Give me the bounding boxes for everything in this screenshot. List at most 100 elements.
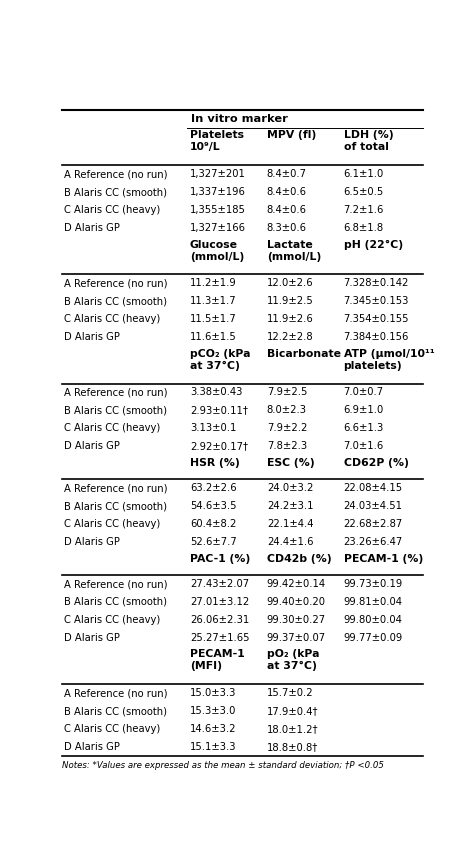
Text: 1,327±201: 1,327±201 <box>190 169 246 179</box>
Text: 7.345±0.153: 7.345±0.153 <box>344 296 409 306</box>
Text: 7.8±2.3: 7.8±2.3 <box>267 441 307 451</box>
Text: 7.9±2.5: 7.9±2.5 <box>267 387 307 398</box>
Text: D Alaris GP: D Alaris GP <box>64 633 119 642</box>
Text: 7.2±1.6: 7.2±1.6 <box>344 205 384 215</box>
Text: 11.9±2.5: 11.9±2.5 <box>267 296 313 306</box>
Text: 8.4±0.6: 8.4±0.6 <box>267 205 307 215</box>
Text: 24.4±1.6: 24.4±1.6 <box>267 537 313 547</box>
Text: B Alaris CC (smooth): B Alaris CC (smooth) <box>64 296 167 306</box>
Text: pO₂ (kPa
at 37°C): pO₂ (kPa at 37°C) <box>267 649 319 672</box>
Text: 11.3±1.7: 11.3±1.7 <box>190 296 236 306</box>
Text: D Alaris GP: D Alaris GP <box>64 223 119 233</box>
Text: 7.384±0.156: 7.384±0.156 <box>344 332 409 342</box>
Text: 8.4±0.6: 8.4±0.6 <box>267 187 307 197</box>
Text: ATP (μmol/10¹¹
platelets): ATP (μmol/10¹¹ platelets) <box>344 349 434 371</box>
Text: C Alaris CC (heavy): C Alaris CC (heavy) <box>64 519 160 529</box>
Text: C Alaris CC (heavy): C Alaris CC (heavy) <box>64 424 160 433</box>
Text: B Alaris CC (smooth): B Alaris CC (smooth) <box>64 501 167 511</box>
Text: 15.7±0.2: 15.7±0.2 <box>267 688 313 698</box>
Text: Glucose
(mmol/L): Glucose (mmol/L) <box>190 240 244 261</box>
Text: ESC (%): ESC (%) <box>267 457 314 468</box>
Text: B Alaris CC (smooth): B Alaris CC (smooth) <box>64 597 167 607</box>
Text: 11.9±2.6: 11.9±2.6 <box>267 314 313 324</box>
Text: 6.5±0.5: 6.5±0.5 <box>344 187 384 197</box>
Text: 18.0±1.2†: 18.0±1.2† <box>267 724 319 734</box>
Text: 6.8±1.8: 6.8±1.8 <box>344 223 384 233</box>
Text: Platelets
10⁹/L: Platelets 10⁹/L <box>190 130 244 153</box>
Text: 15.0±3.3: 15.0±3.3 <box>190 688 236 698</box>
Text: 15.1±3.3: 15.1±3.3 <box>190 742 236 752</box>
Text: 27.43±2.07: 27.43±2.07 <box>190 579 249 589</box>
Text: 22.1±4.4: 22.1±4.4 <box>267 519 313 529</box>
Text: 99.80±0.04: 99.80±0.04 <box>344 615 403 625</box>
Text: Notes: *Values are expressed as the mean ± standard deviation; †P <0.05: Notes: *Values are expressed as the mean… <box>62 761 384 770</box>
Text: 12.0±2.6: 12.0±2.6 <box>267 279 313 288</box>
Text: 11.6±1.5: 11.6±1.5 <box>190 332 236 342</box>
Text: 99.73±0.19: 99.73±0.19 <box>344 579 403 589</box>
Text: 12.2±2.8: 12.2±2.8 <box>267 332 313 342</box>
Text: 23.26±6.47: 23.26±6.47 <box>344 537 403 547</box>
Text: 7.0±1.6: 7.0±1.6 <box>344 441 384 451</box>
Text: 99.77±0.09: 99.77±0.09 <box>344 633 403 642</box>
Text: 11.2±1.9: 11.2±1.9 <box>190 279 236 288</box>
Text: B Alaris CC (smooth): B Alaris CC (smooth) <box>64 405 167 416</box>
Text: 54.6±3.5: 54.6±3.5 <box>190 501 236 511</box>
Text: Bicarbonate: Bicarbonate <box>267 349 341 358</box>
Text: 24.03±4.51: 24.03±4.51 <box>344 501 403 511</box>
Text: 15.3±3.0: 15.3±3.0 <box>190 706 236 716</box>
Text: 17.9±0.4†: 17.9±0.4† <box>267 706 319 716</box>
Text: 18.8±0.8†: 18.8±0.8† <box>267 742 318 752</box>
Text: 1,355±185: 1,355±185 <box>190 205 246 215</box>
Text: C Alaris CC (heavy): C Alaris CC (heavy) <box>64 615 160 625</box>
Text: D Alaris GP: D Alaris GP <box>64 441 119 451</box>
Text: 6.1±1.0: 6.1±1.0 <box>344 169 384 179</box>
Text: D Alaris GP: D Alaris GP <box>64 742 119 752</box>
Text: pH (22°C): pH (22°C) <box>344 240 403 250</box>
Text: 25.27±1.65: 25.27±1.65 <box>190 633 250 642</box>
Text: 99.42±0.14: 99.42±0.14 <box>267 579 326 589</box>
Text: 6.6±1.3: 6.6±1.3 <box>344 424 384 433</box>
Text: 8.4±0.7: 8.4±0.7 <box>267 169 307 179</box>
Text: A Reference (no run): A Reference (no run) <box>64 483 167 493</box>
Text: HSR (%): HSR (%) <box>190 457 240 468</box>
Text: 99.40±0.20: 99.40±0.20 <box>267 597 326 607</box>
Text: B Alaris CC (smooth): B Alaris CC (smooth) <box>64 187 167 197</box>
Text: pCO₂ (kPa
at 37°C): pCO₂ (kPa at 37°C) <box>190 349 251 371</box>
Text: 7.354±0.155: 7.354±0.155 <box>344 314 409 324</box>
Text: 7.9±2.2: 7.9±2.2 <box>267 424 307 433</box>
Text: PAC-1 (%): PAC-1 (%) <box>190 554 250 563</box>
Text: In vitro marker: In vitro marker <box>191 114 287 123</box>
Text: A Reference (no run): A Reference (no run) <box>64 169 167 179</box>
Text: 22.08±4.15: 22.08±4.15 <box>344 483 403 493</box>
Text: LDH (%)
of total: LDH (%) of total <box>344 130 393 153</box>
Text: 11.5±1.7: 11.5±1.7 <box>190 314 236 324</box>
Text: 3.38±0.43: 3.38±0.43 <box>190 387 242 398</box>
Text: 52.6±7.7: 52.6±7.7 <box>190 537 236 547</box>
Text: PECAM-1
(MFI): PECAM-1 (MFI) <box>190 649 244 671</box>
Text: 22.68±2.87: 22.68±2.87 <box>344 519 403 529</box>
Text: 6.9±1.0: 6.9±1.0 <box>344 405 384 416</box>
Text: 7.328±0.142: 7.328±0.142 <box>344 279 409 288</box>
Text: 2.93±0.11†: 2.93±0.11† <box>190 405 248 416</box>
Text: A Reference (no run): A Reference (no run) <box>64 688 167 698</box>
Text: D Alaris GP: D Alaris GP <box>64 332 119 342</box>
Text: 24.0±3.2: 24.0±3.2 <box>267 483 313 493</box>
Text: 14.6±3.2: 14.6±3.2 <box>190 724 236 734</box>
Text: A Reference (no run): A Reference (no run) <box>64 387 167 398</box>
Text: CD42b (%): CD42b (%) <box>267 554 331 563</box>
Text: PECAM-1 (%): PECAM-1 (%) <box>344 554 423 563</box>
Text: 8.3±0.6: 8.3±0.6 <box>267 223 307 233</box>
Text: 27.01±3.12: 27.01±3.12 <box>190 597 249 607</box>
Text: D Alaris GP: D Alaris GP <box>64 537 119 547</box>
Text: CD62P (%): CD62P (%) <box>344 457 408 468</box>
Text: 1,337±196: 1,337±196 <box>190 187 246 197</box>
Text: 26.06±2.31: 26.06±2.31 <box>190 615 249 625</box>
Text: 99.37±0.07: 99.37±0.07 <box>267 633 326 642</box>
Text: 2.92±0.17†: 2.92±0.17† <box>190 441 248 451</box>
Text: 1,327±166: 1,327±166 <box>190 223 246 233</box>
Text: C Alaris CC (heavy): C Alaris CC (heavy) <box>64 724 160 734</box>
Text: 8.0±2.3: 8.0±2.3 <box>267 405 307 416</box>
Text: C Alaris CC (heavy): C Alaris CC (heavy) <box>64 205 160 215</box>
Text: 60.4±8.2: 60.4±8.2 <box>190 519 236 529</box>
Text: C Alaris CC (heavy): C Alaris CC (heavy) <box>64 314 160 324</box>
